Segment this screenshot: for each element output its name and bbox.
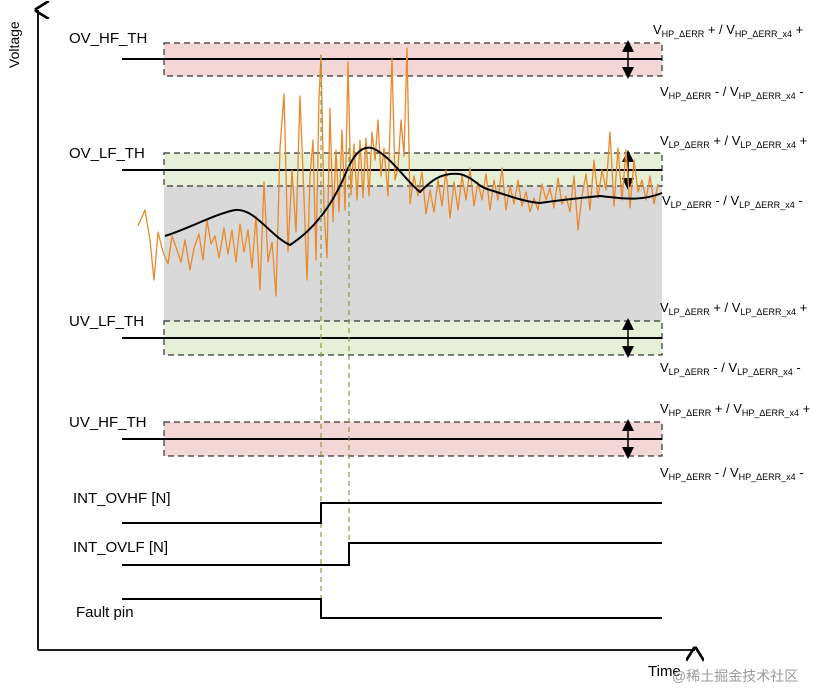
ov-lf-err-plus: VLP_ΔERR + / VLP_ΔERR_x4 + bbox=[660, 133, 808, 150]
uv-lf-label: UV_LF_TH bbox=[69, 313, 145, 330]
y-axis-label-box: Voltage bbox=[2, 10, 32, 70]
uv-hf-err-minus: VHP_ΔERR - / VHP_ΔERR_x4 - bbox=[660, 465, 804, 482]
int-ovlf-label: INT_OVLF [N] bbox=[73, 539, 169, 556]
x-axis-label: Time bbox=[648, 663, 681, 680]
uv-hf-err-plus: VHP_ΔERR + / VHP_ΔERR_x4 + bbox=[660, 401, 811, 418]
int-ovlf-waveform bbox=[122, 542, 662, 566]
ov-hf-err-minus: VHP_ΔERR - / VHP_ΔERR_x4 - bbox=[660, 84, 804, 101]
noisy-voltage-signal bbox=[137, 47, 659, 297]
ov-hf-err-plus: VHP_ΔERR + / VHP_ΔERR_x4 + bbox=[653, 22, 804, 39]
uv-lf-err-minus: VLP_ΔERR - / VLP_ΔERR_x4 - bbox=[660, 360, 801, 377]
y-axis-label: Voltage bbox=[6, 21, 22, 68]
fault-pin-waveform bbox=[122, 598, 662, 619]
int-ovhf-label: INT_OVHF [N] bbox=[73, 490, 171, 507]
ov-lf-label: OV_LF_TH bbox=[69, 145, 145, 162]
ov-lf-err-minus: VLP_ΔERR - / VLP_ΔERR_x4 - bbox=[662, 193, 803, 210]
uv-lf-err-plus: VLP_ΔERR + / VLP_ΔERR_x4 + bbox=[660, 300, 808, 317]
watermark: @稀土掘金技术社区 bbox=[672, 668, 799, 684]
uv-hf-label: UV_HF_TH bbox=[69, 414, 147, 431]
filtered-voltage-signal bbox=[164, 146, 663, 247]
ov-hf-label: OV_HF_TH bbox=[69, 30, 148, 47]
normal-region bbox=[164, 186, 662, 321]
fault-pin-label: Fault pin bbox=[76, 604, 134, 621]
int-ovhf-waveform bbox=[122, 502, 662, 524]
